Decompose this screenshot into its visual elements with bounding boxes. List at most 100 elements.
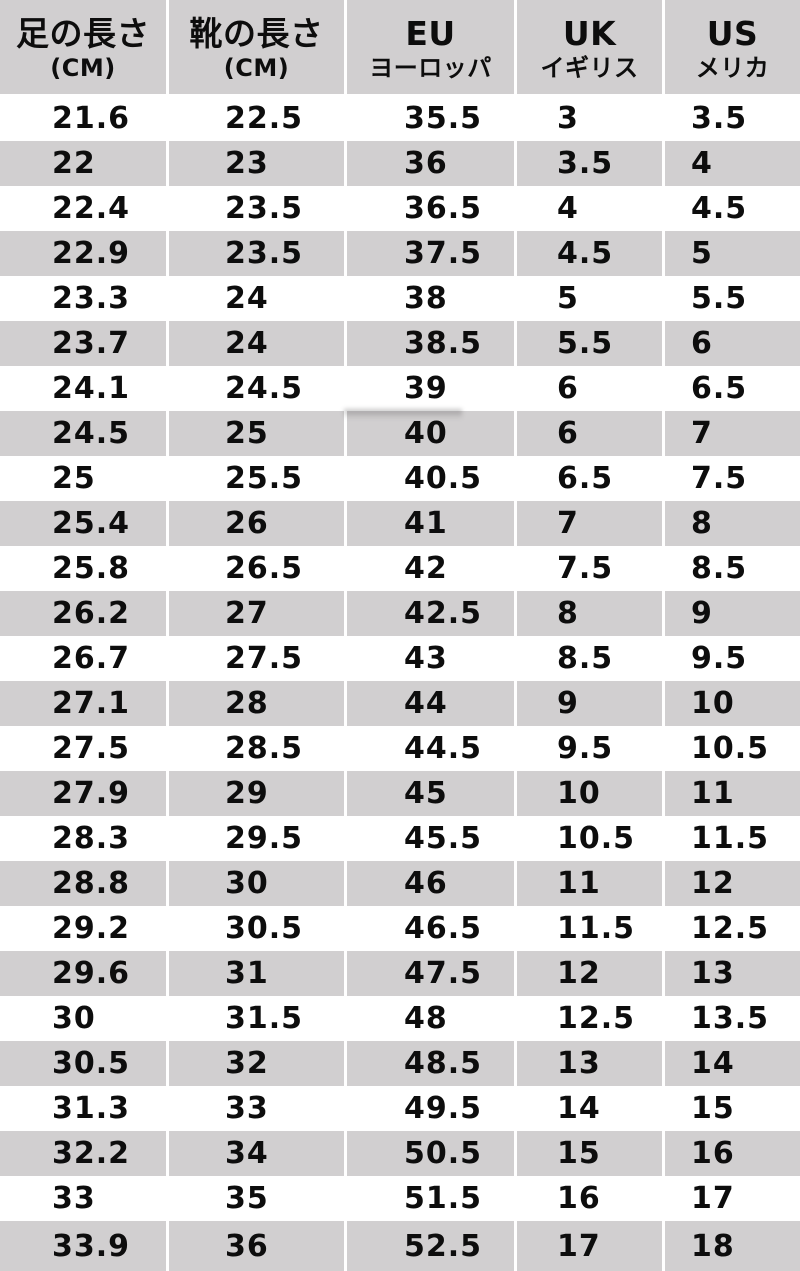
- table-cell: 33: [0, 1176, 166, 1221]
- table-cell: 12: [517, 951, 662, 996]
- column-header-subtitle: ヨーロッパ: [369, 53, 492, 82]
- column-header-title: EU: [405, 13, 456, 53]
- table-cell: 24.1: [0, 366, 166, 411]
- column-header-shoe-length: 靴の長さ (CM): [169, 0, 344, 96]
- column-header-subtitle: (CM): [50, 53, 116, 82]
- table-cell: 40.5: [347, 456, 514, 501]
- table-cell: 23.3: [0, 276, 166, 321]
- table-cell: 9: [517, 681, 662, 726]
- table-cell: 22.5: [169, 96, 344, 141]
- table-cell: 28.8: [0, 861, 166, 906]
- table-cell: 27.5: [0, 726, 166, 771]
- table-cell: 22.4: [0, 186, 166, 231]
- table-cell: 30.5: [169, 906, 344, 951]
- column-header-us: US メリカ: [665, 0, 800, 96]
- column-header-title: US: [706, 13, 759, 53]
- table-cell: 5: [517, 276, 662, 321]
- table-cell: 5.5: [517, 321, 662, 366]
- column-header-title: 靴の長さ: [189, 13, 324, 53]
- table-cell: 10: [665, 681, 800, 726]
- table-cell: 7.5: [517, 546, 662, 591]
- table-cell: 15: [517, 1131, 662, 1176]
- table-cell: 27.9: [0, 771, 166, 816]
- table-cell: 24.5: [169, 366, 344, 411]
- table-cell: 40: [347, 411, 514, 456]
- column-header-eu: EU ヨーロッパ: [347, 0, 514, 96]
- table-cell: 50.5: [347, 1131, 514, 1176]
- table-cell: 31.5: [169, 996, 344, 1041]
- table-cell: 33.9: [0, 1221, 166, 1271]
- table-cell: 11.5: [665, 816, 800, 861]
- table-cell: 43: [347, 636, 514, 681]
- table-cell: 28.5: [169, 726, 344, 771]
- table-cell: 9: [665, 591, 800, 636]
- table-cell: 10.5: [517, 816, 662, 861]
- table-cell: 49.5: [347, 1086, 514, 1131]
- table-cell: 16: [517, 1176, 662, 1221]
- table-cell: 36.5: [347, 186, 514, 231]
- table-cell: 5: [665, 231, 800, 276]
- table-cell: 12.5: [665, 906, 800, 951]
- table-cell: 33: [169, 1086, 344, 1131]
- table-cell: 47.5: [347, 951, 514, 996]
- table-cell: 46.5: [347, 906, 514, 951]
- table-cell: 8.5: [517, 636, 662, 681]
- table-cell: 26.5: [169, 546, 344, 591]
- table-cell: 44.5: [347, 726, 514, 771]
- table-cell: 45: [347, 771, 514, 816]
- table-cell: 28: [169, 681, 344, 726]
- table-cell: 27.5: [169, 636, 344, 681]
- table-cell: 36: [347, 141, 514, 186]
- table-cell: 29: [169, 771, 344, 816]
- table-cell: 11.5: [517, 906, 662, 951]
- table-cell: 22.9: [0, 231, 166, 276]
- table-cell: 42: [347, 546, 514, 591]
- table-cell: 4.5: [665, 186, 800, 231]
- table-cell: 8: [517, 591, 662, 636]
- table-cell: 4: [665, 141, 800, 186]
- table-cell: 7.5: [665, 456, 800, 501]
- table-cell: 13: [517, 1041, 662, 1086]
- table-cell: 23: [169, 141, 344, 186]
- table-cell: 38.5: [347, 321, 514, 366]
- table-cell: 6: [665, 321, 800, 366]
- table-cell: 14: [665, 1041, 800, 1086]
- table-cell: 25.5: [169, 456, 344, 501]
- table-cell: 25.8: [0, 546, 166, 591]
- table-cell: 16: [665, 1131, 800, 1176]
- table-cell: 52.5: [347, 1221, 514, 1271]
- table-cell: 3.5: [665, 96, 800, 141]
- table-cell: 3.5: [517, 141, 662, 186]
- column-header-title: UK: [562, 13, 617, 53]
- table-cell: 15: [665, 1086, 800, 1131]
- table-cell: 23.7: [0, 321, 166, 366]
- column-header-subtitle: イギリス: [540, 53, 639, 82]
- table-cell: 29.2: [0, 906, 166, 951]
- table-cell: 27.1: [0, 681, 166, 726]
- table-cell: 6: [517, 366, 662, 411]
- table-cell: 5.5: [665, 276, 800, 321]
- table-cell: 32.2: [0, 1131, 166, 1176]
- table-cell: 6.5: [517, 456, 662, 501]
- table-cell: 29.5: [169, 816, 344, 861]
- table-cell: 44: [347, 681, 514, 726]
- table-cell: 12: [665, 861, 800, 906]
- table-cell: 6.5: [665, 366, 800, 411]
- table-cell: 36: [169, 1221, 344, 1271]
- table-cell: 30: [169, 861, 344, 906]
- column-header-subtitle: メリカ: [695, 53, 770, 82]
- table-cell: 11: [517, 861, 662, 906]
- table-cell: 17: [517, 1221, 662, 1271]
- table-cell: 23.5: [169, 186, 344, 231]
- table-cell: 8.5: [665, 546, 800, 591]
- table-cell: 41: [347, 501, 514, 546]
- table-cell: 32: [169, 1041, 344, 1086]
- table-cell: 7: [665, 411, 800, 456]
- table-cell: 25: [0, 456, 166, 501]
- table-cell: 28.3: [0, 816, 166, 861]
- table-cell: 37.5: [347, 231, 514, 276]
- column-header-subtitle: (CM): [223, 53, 290, 82]
- table-cell: 10: [517, 771, 662, 816]
